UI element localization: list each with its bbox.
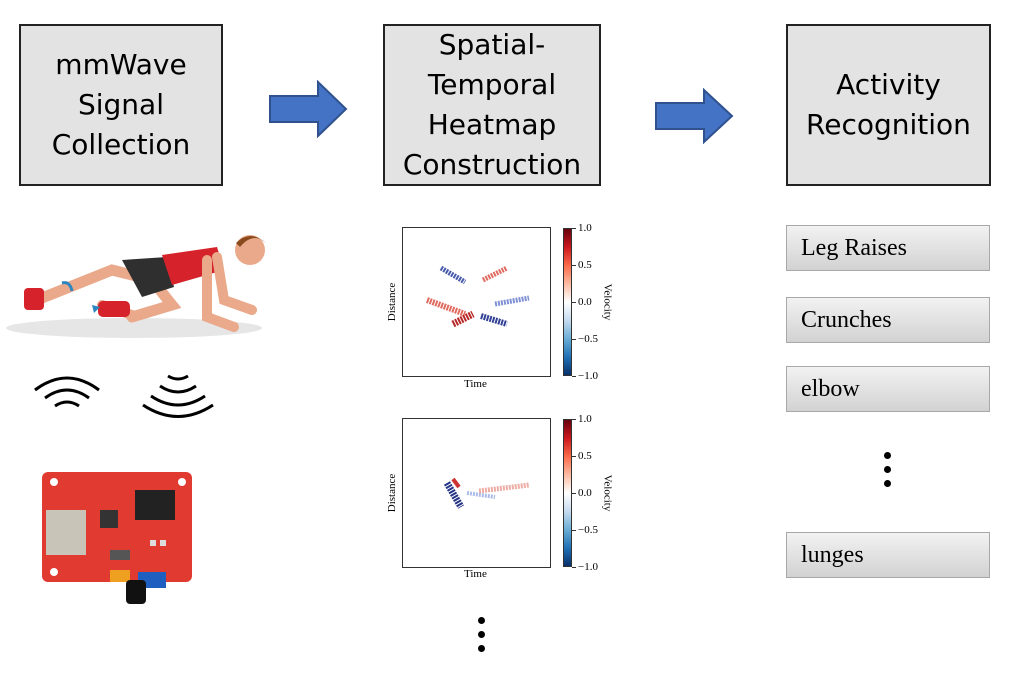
- stage-label-line: Spatial-: [438, 28, 546, 61]
- colorbar: [563, 419, 572, 567]
- stage-label-line: Signal: [77, 88, 164, 121]
- stage-activity-recognition: Activity Recognition: [786, 24, 991, 186]
- colorbar-tick: 0.5: [572, 259, 592, 271]
- flow-arrow-2: [655, 88, 734, 144]
- colorbar-tick: −1.0: [572, 561, 598, 573]
- radar-wave-icon: [142, 374, 214, 418]
- stage-label-line: Activity: [836, 68, 941, 101]
- colorbar-tick: 0.0: [572, 487, 592, 499]
- activity-crunches: Crunches: [786, 297, 990, 343]
- athlete-illustration: [6, 235, 266, 338]
- x-axis-label: Time: [464, 568, 487, 580]
- stage-signal-collection: mmWave Signal Collection: [19, 24, 223, 186]
- y-axis-label: Distance: [386, 282, 399, 322]
- colorbar-tick: 1.0: [572, 413, 592, 425]
- activity-lunges: lunges: [786, 532, 990, 578]
- colorbar-tick: 1.0: [572, 222, 592, 234]
- stage-label-line: Construction: [402, 148, 582, 181]
- heatmap-plot-area: [402, 418, 551, 568]
- colorbar-tick: 0.5: [572, 450, 592, 462]
- y-axis-label: Distance: [386, 473, 399, 513]
- colorbar-tick: −0.5: [572, 333, 598, 345]
- stage-label-line: Heatmap: [427, 108, 557, 141]
- flow-arrow-1: [269, 80, 348, 138]
- more-activities-ellipsis: [882, 452, 892, 494]
- heatmap-streaks: [443, 477, 530, 509]
- radar-board-image: [42, 472, 192, 604]
- stage-heatmap-construction: Spatial- Temporal Heatmap Construction: [383, 24, 601, 186]
- activity-elbow: elbow: [786, 366, 990, 412]
- heatmap-streaks: [425, 265, 530, 328]
- stage-label-line: mmWave: [55, 48, 187, 81]
- colorbar-tick: 0.0: [572, 296, 592, 308]
- colorbar-tick: −1.0: [572, 370, 598, 382]
- heatmap-plot-area: [402, 227, 551, 377]
- colorbar: [563, 228, 572, 376]
- stage-label-line: Recognition: [806, 108, 971, 141]
- activity-leg-raises: Leg Raises: [786, 225, 990, 271]
- stage-label-line: Temporal: [427, 68, 557, 101]
- stage-label-line: Collection: [51, 128, 191, 161]
- colorbar-label: Velocity: [601, 283, 614, 321]
- wifi-signal-icon: [34, 376, 100, 408]
- more-heatmaps-ellipsis: [476, 617, 486, 659]
- colorbar-tick: −0.5: [572, 524, 598, 536]
- x-axis-label: Time: [464, 378, 487, 390]
- colorbar-label: Velocity: [601, 474, 614, 512]
